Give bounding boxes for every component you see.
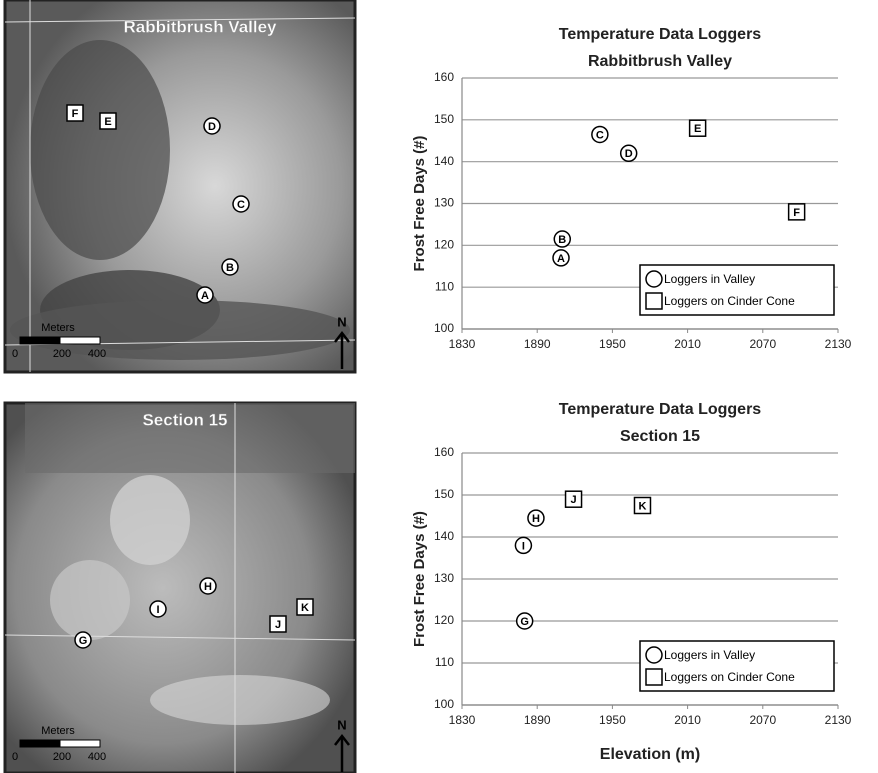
marker-label: J — [275, 619, 281, 631]
scale-bar — [60, 337, 100, 344]
marker-label: C — [237, 199, 245, 211]
marker-label: J — [570, 494, 576, 506]
scale-bar — [20, 740, 60, 747]
x-tick-label: 1830 — [449, 713, 476, 727]
y-tick-label: 120 — [434, 238, 454, 252]
y-tick-label: 140 — [434, 154, 454, 168]
x-tick-label: 2070 — [749, 337, 776, 351]
scale-label: 400 — [88, 751, 106, 763]
x-tick-label: 1830 — [449, 337, 476, 351]
legend-label: Loggers on Cinder Cone — [664, 670, 795, 684]
legend-label: Loggers on Cinder Cone — [664, 294, 795, 308]
scale-bar — [60, 740, 100, 747]
x-tick-label: 2070 — [749, 713, 776, 727]
marker-label: A — [557, 253, 565, 265]
y-tick-label: 120 — [434, 613, 454, 627]
marker-label: K — [639, 500, 647, 512]
x-tick-label: 2130 — [825, 337, 852, 351]
marker-label: B — [558, 234, 566, 246]
chart-title: Temperature Data Loggers — [559, 26, 762, 43]
y-tick-label: 160 — [434, 445, 454, 459]
map-title: Section 15 — [142, 410, 227, 429]
figure: Rabbitbrush ValleyFEDCBAMeters0200400NSe… — [0, 0, 878, 773]
chart-subtitle: Rabbitbrush Valley — [588, 53, 732, 70]
y-tick-label: 130 — [434, 571, 454, 585]
y-tick-label: 150 — [434, 112, 454, 126]
scale-label: 0 — [12, 348, 18, 360]
scale-label: 200 — [53, 348, 71, 360]
chart-subtitle: Section 15 — [620, 428, 700, 445]
map-image — [5, 403, 355, 773]
legend-label: Loggers in Valley — [664, 272, 755, 286]
x-tick-label: 1890 — [524, 713, 551, 727]
marker-label: K — [301, 602, 309, 614]
y-tick-label: 160 — [434, 70, 454, 84]
circle-marker — [646, 271, 662, 287]
square-marker — [646, 293, 662, 309]
scale-label: 400 — [88, 348, 106, 360]
page: {"chart_data": [ {"type": "scatter", "ti… — [0, 0, 878, 773]
circle-marker — [646, 647, 662, 663]
map-image — [5, 0, 355, 372]
y-axis-label: Frost Free Days (#) — [411, 136, 428, 272]
map-title: Rabbitbrush Valley — [123, 17, 277, 36]
marker-label: D — [208, 121, 216, 133]
marker-label: F — [793, 207, 800, 219]
x-tick-label: 1950 — [599, 337, 626, 351]
y-tick-label: 110 — [435, 655, 454, 669]
y-tick-label: 100 — [434, 321, 454, 335]
y-tick-label: 140 — [434, 529, 454, 543]
y-tick-label: 130 — [434, 196, 454, 210]
scale-label: 0 — [12, 751, 18, 763]
y-tick-label: 150 — [434, 487, 454, 501]
marker-label: F — [72, 108, 79, 120]
square-marker — [646, 669, 662, 685]
marker-label: A — [201, 290, 209, 302]
marker-label: E — [104, 116, 111, 128]
scale-title: Meters — [41, 725, 75, 737]
scale-title: Meters — [41, 322, 75, 334]
scale-bar — [20, 337, 60, 344]
scale-label: 200 — [53, 751, 71, 763]
marker-label: H — [204, 581, 212, 593]
x-tick-label: 2130 — [825, 713, 852, 727]
marker-label: H — [532, 513, 540, 525]
marker-label: I — [522, 540, 525, 552]
y-axis-label: Frost Free Days (#) — [411, 511, 428, 647]
x-axis-label: Elevation (m) — [600, 746, 700, 763]
marker-label: G — [520, 616, 529, 628]
marker-label: E — [694, 123, 701, 135]
x-tick-label: 1890 — [524, 337, 551, 351]
legend-label: Loggers in Valley — [664, 648, 755, 662]
x-tick-label: 2010 — [674, 713, 701, 727]
marker-label: I — [156, 604, 159, 616]
north-label: N — [337, 314, 346, 329]
y-tick-label: 100 — [434, 697, 454, 711]
marker-label: G — [79, 635, 88, 647]
north-label: N — [337, 717, 346, 732]
marker-label: D — [625, 148, 633, 160]
y-tick-label: 110 — [435, 279, 454, 293]
marker-label: B — [226, 262, 234, 274]
marker-label: C — [596, 129, 604, 141]
chart-title: Temperature Data Loggers — [559, 401, 762, 418]
x-tick-label: 1950 — [599, 713, 626, 727]
x-tick-label: 2010 — [674, 337, 701, 351]
